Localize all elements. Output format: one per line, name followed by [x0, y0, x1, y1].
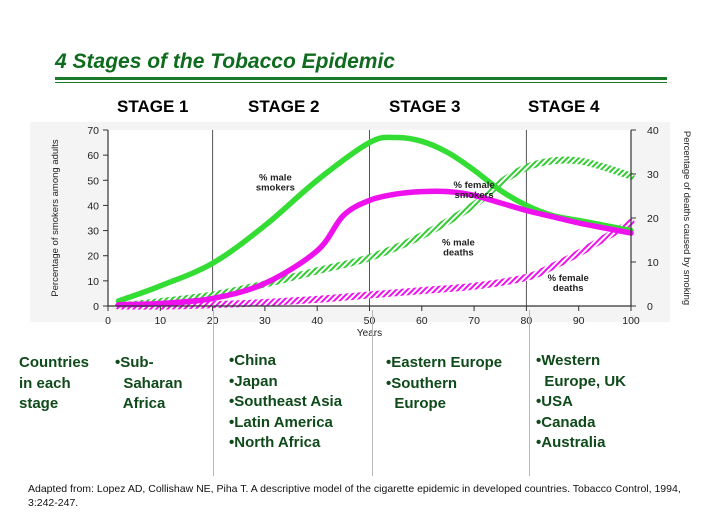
- country-item: •Western: [536, 352, 601, 369]
- stage-1-countries: •Sub- Saharan Africa: [115, 353, 183, 415]
- country-item: •USA: [536, 393, 573, 410]
- countries-label: Countries in each stage: [19, 354, 90, 412]
- stage-3-heading: STAGE 3: [389, 97, 461, 116]
- country-item: Europe, UK: [536, 372, 627, 390]
- y-tick-label-left: 30: [87, 226, 99, 238]
- y-tick-label-left: 10: [87, 276, 99, 288]
- x-tick-label: 80: [521, 315, 533, 327]
- y-tick-label-right: 10: [647, 257, 659, 269]
- series-annotation: deaths: [553, 283, 584, 294]
- y-tick-label-left: 0: [93, 301, 99, 313]
- y-tick-label-right: 40: [647, 125, 659, 137]
- country-item: •Sub-: [115, 354, 154, 371]
- y-axis-title-left: Percentage of smokers among adults: [50, 139, 61, 297]
- y-tick-label-left: 60: [87, 150, 99, 162]
- stage-3-countries: •Eastern Europe •Southern Europe: [386, 353, 502, 415]
- y-tick-label-right: 0: [647, 301, 653, 313]
- y-tick-label-left: 40: [87, 200, 99, 212]
- citation: Adapted from: Lopez AD, Collishaw NE, Pi…: [28, 483, 681, 509]
- series-annotation: smokers: [455, 190, 494, 201]
- series-annotation: smokers: [256, 182, 295, 193]
- title-underline: [55, 77, 667, 80]
- title-underline-thin: [55, 82, 667, 83]
- stage-2-countries: •China •Japan •Southeast Asia •Latin Ame…: [229, 351, 342, 454]
- stage-divider-3: [529, 310, 530, 476]
- country-item: •Southern: [386, 374, 458, 392]
- country-item: •Eastern Europe: [386, 354, 503, 371]
- x-tick-label: 60: [416, 315, 428, 327]
- y-tick-label-left: 20: [87, 251, 99, 263]
- country-item: •China: [229, 352, 276, 369]
- series-annotation: % male: [442, 238, 475, 249]
- country-item: •Japan: [229, 372, 278, 390]
- y-tick-label-left: 50: [87, 175, 99, 187]
- country-item: •Canada: [536, 413, 596, 431]
- country-item: •Southeast Asia: [229, 393, 343, 410]
- y-tick-label-right: 20: [647, 213, 659, 225]
- stage-divider-1: [213, 310, 214, 476]
- country-item: Europe: [386, 395, 447, 412]
- slide-title: 4 Stages of the Tobacco Epidemic: [55, 50, 395, 73]
- country-item: •Australia: [536, 434, 606, 451]
- x-tick-label: 90: [573, 315, 585, 327]
- x-axis-title: Years: [357, 328, 382, 339]
- stage-4-heading: STAGE 4: [528, 97, 600, 116]
- x-tick-label: 100: [622, 315, 640, 327]
- x-tick-label: 40: [311, 315, 323, 327]
- series-annotation: % male: [259, 172, 292, 183]
- country-item: •Latin America: [229, 413, 333, 431]
- series-line-female-smokers: [115, 188, 634, 308]
- x-tick-label: 20: [207, 315, 219, 327]
- country-item: Saharan: [115, 374, 183, 392]
- stage-1-heading: STAGE 1: [117, 97, 189, 116]
- country-item: •North Africa: [229, 434, 321, 451]
- y-tick-label-left: 70: [87, 125, 99, 137]
- x-tick-label: 10: [154, 315, 166, 327]
- stage-divider-2: [372, 310, 373, 476]
- x-tick-label: 50: [364, 315, 376, 327]
- x-tick-label: 70: [468, 315, 480, 327]
- series-annotation: deaths: [443, 248, 474, 259]
- country-item: Africa: [115, 395, 166, 412]
- series-line-male-deaths: [115, 156, 635, 310]
- series-annotation: % female: [548, 273, 589, 284]
- x-tick-label: 0: [105, 315, 111, 327]
- stage-2-heading: STAGE 2: [248, 97, 320, 116]
- series-annotation: % female: [454, 180, 495, 191]
- y-axis-title-right: Percentage of deaths caused by smoking: [681, 131, 692, 305]
- stage-4-countries: •Western Europe, UK •USA •Canada •Austra…: [536, 351, 626, 454]
- y-tick-label-right: 30: [647, 169, 659, 181]
- series-line-female-deaths: [115, 218, 635, 310]
- x-tick-label: 30: [259, 315, 271, 327]
